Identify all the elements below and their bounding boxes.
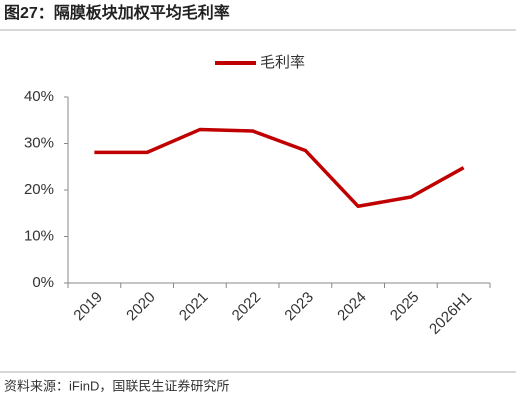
x-tick-label: 2022 [229, 289, 265, 325]
x-tick-label: 2025 [387, 289, 423, 325]
x-tick-label: 2020 [123, 289, 159, 325]
y-tick-label: 0% [32, 274, 54, 291]
y-tick-label: 40% [24, 88, 54, 105]
source: 资料来源：iFinD，国联民生证券研究所 [4, 378, 229, 393]
x-tick-label: 2024 [334, 289, 370, 325]
y-tick-label: 20% [24, 181, 54, 198]
x-tick-label: 2023 [281, 289, 317, 325]
x-tick-label: 2021 [176, 289, 212, 325]
chart-title: 图27：隔膜板块加权平均毛利率 [4, 3, 230, 22]
line [94, 127, 465, 209]
x-tick-label: 2019 [70, 289, 106, 325]
x-tick-label: 2026H1 [426, 289, 475, 338]
y-tick-label: 30% [24, 134, 54, 151]
legend-label: 毛利率 [260, 54, 305, 71]
y-tick-label: 10% [24, 227, 54, 244]
